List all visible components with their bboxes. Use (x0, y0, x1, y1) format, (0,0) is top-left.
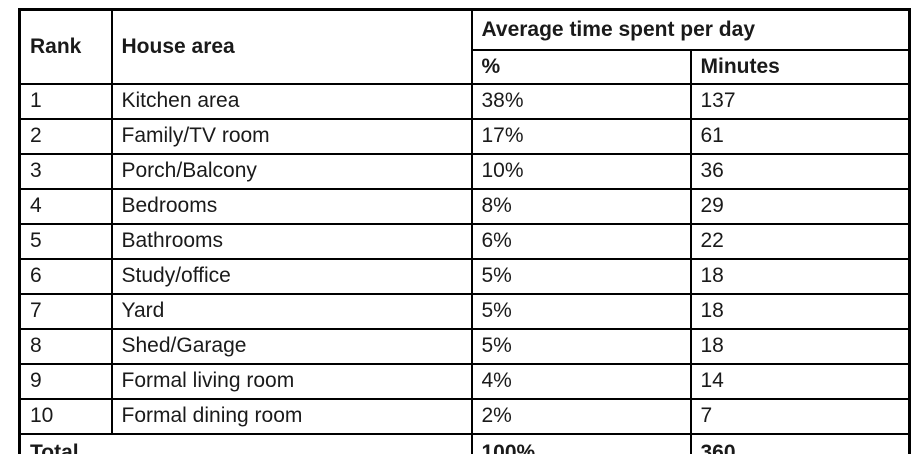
cell-minutes: 7 (689, 398, 911, 435)
cell-minutes: 14 (689, 363, 911, 400)
cell-area: Bedrooms (110, 188, 473, 225)
cell-area: Formal living room (110, 363, 473, 400)
header-rank: Rank (18, 8, 113, 85)
header-house-area: House area (110, 8, 473, 85)
header-avg-time-group: Average time spent per day (470, 8, 911, 51)
header-row-2: % Minutes (20, 49, 911, 85)
total-percent: 100% (470, 433, 692, 454)
cell-minutes: 61 (689, 118, 911, 155)
cell-percent: 6% (470, 223, 692, 260)
cell-percent: 5% (470, 293, 692, 330)
cell-minutes: 29 (689, 188, 911, 225)
cell-rank: 4 (18, 188, 113, 225)
cell-minutes: 18 (689, 258, 911, 295)
cell-area: Family/TV room (110, 118, 473, 155)
table-row: 7 Yard 5% 18 (18, 293, 911, 330)
cell-rank: 5 (18, 223, 113, 260)
cell-rank: 1 (18, 83, 113, 120)
table-row: 8 Shed/Garage 5% 18 (18, 328, 911, 365)
cell-area: Shed/Garage (110, 328, 473, 365)
total-row: Total 100% 360 (18, 433, 911, 454)
cell-percent: 38% (470, 83, 692, 120)
table-row: 3 Porch/Balcony 10% 36 (18, 153, 911, 190)
header-minutes: Minutes (689, 49, 911, 85)
table-row: 1 Kitchen area 38% 137 (18, 83, 911, 120)
cell-percent: 4% (470, 363, 692, 400)
cell-rank: 7 (18, 293, 113, 330)
cell-percent: 2% (470, 398, 692, 435)
cell-percent: 10% (470, 153, 692, 190)
header-row-1: Rank House area Average time spent per d… (18, 8, 911, 85)
total-minutes: 360 (689, 433, 911, 454)
cell-area: Study/office (110, 258, 473, 295)
table-row: 4 Bedrooms 8% 29 (18, 188, 911, 225)
cell-percent: 17% (470, 118, 692, 155)
cell-minutes: 18 (689, 328, 911, 365)
table-row: 10 Formal dining room 2% 7 (18, 398, 911, 435)
cell-percent: 5% (470, 258, 692, 295)
cell-area: Bathrooms (110, 223, 473, 260)
cell-minutes: 137 (689, 83, 911, 120)
header-percent: % (470, 49, 692, 85)
cell-rank: 3 (18, 153, 113, 190)
cell-percent: 5% (470, 328, 692, 365)
table-row: 6 Study/office 5% 18 (18, 258, 911, 295)
cell-minutes: 22 (689, 223, 911, 260)
cell-rank: 6 (18, 258, 113, 295)
cell-rank: 8 (18, 328, 113, 365)
table-row: 2 Family/TV room 17% 61 (18, 118, 911, 155)
table-row: 5 Bathrooms 6% 22 (18, 223, 911, 260)
cell-minutes: 18 (689, 293, 911, 330)
cell-rank: 2 (18, 118, 113, 155)
cell-rank: 9 (18, 363, 113, 400)
cell-area: Yard (110, 293, 473, 330)
cell-minutes: 36 (689, 153, 911, 190)
total-label: Total (18, 433, 473, 454)
cell-area: Kitchen area (110, 83, 473, 120)
table-row: 9 Formal living room 4% 14 (18, 363, 911, 400)
time-spent-table: Rank House area Average time spent per d… (18, 8, 911, 454)
cell-rank: 10 (18, 398, 113, 435)
cell-area: Porch/Balcony (110, 153, 473, 190)
cell-percent: 8% (470, 188, 692, 225)
cell-area: Formal dining room (110, 398, 473, 435)
